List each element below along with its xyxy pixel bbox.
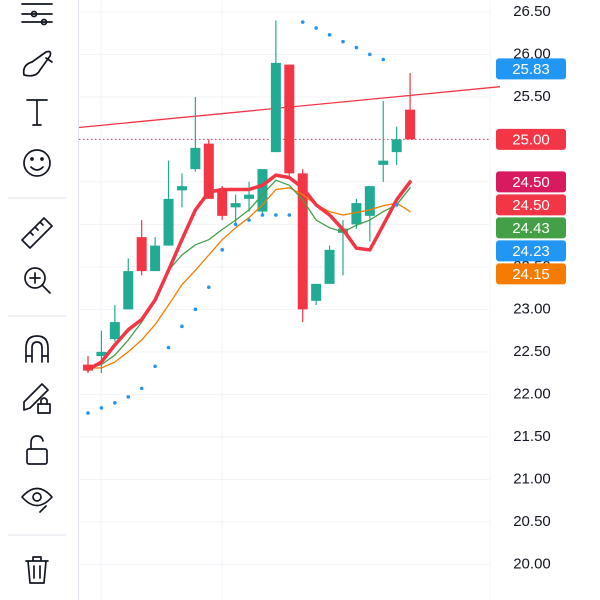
tool-lines[interactable]	[21, 3, 53, 26]
psar-dot	[153, 364, 157, 369]
price-badge-label: 24.50	[512, 174, 550, 191]
y-tick-label: 26.00	[513, 45, 551, 62]
psar-dot	[220, 248, 224, 252]
toolbar	[8, 3, 66, 584]
y-tick-label: 23.00	[513, 300, 551, 317]
tool-zoom[interactable]	[24, 267, 51, 294]
candle-body	[109, 322, 120, 340]
psar-dot	[314, 26, 318, 30]
candle-body	[176, 186, 187, 191]
candle-body	[163, 198, 174, 246]
candle-body	[136, 237, 147, 272]
psar-dot	[381, 57, 386, 62]
candle-body	[270, 62, 281, 153]
candle-body	[203, 143, 214, 199]
psar-dot	[287, 213, 292, 217]
candle-body	[123, 271, 134, 310]
tool-emoji[interactable]	[23, 149, 51, 177]
price-badge	[496, 194, 566, 216]
price-badge-label: 24.43	[512, 220, 550, 237]
psar-dot	[139, 386, 144, 391]
psar-dot	[166, 345, 171, 350]
y-tick-label: 21.00	[513, 470, 551, 487]
price-badge	[496, 240, 566, 262]
candle-body	[190, 147, 201, 170]
tool-delete[interactable]	[25, 556, 49, 584]
tool-lock-drawing[interactable]	[23, 383, 51, 414]
tool-ruler[interactable]	[21, 217, 53, 249]
candle-body	[364, 186, 375, 216]
y-tick-label: 22.00	[513, 385, 551, 402]
candle-body	[351, 203, 362, 225]
candle-body	[324, 249, 335, 284]
psar-dot	[126, 395, 131, 399]
candle-body	[244, 194, 255, 199]
price-badge	[496, 58, 566, 80]
candle-body	[405, 109, 416, 140]
candle-body	[284, 64, 295, 174]
tool-brush[interactable]	[22, 50, 53, 77]
price-badge-label: 25.00	[512, 131, 550, 148]
psar-dot	[260, 213, 265, 217]
y-tick-label: 20.00	[513, 555, 551, 572]
indicator-line	[86, 173, 412, 372]
candle-body	[257, 169, 268, 212]
price-badge	[496, 128, 566, 150]
psar-dot	[300, 20, 305, 24]
y-tick-label: 22.50	[513, 343, 551, 360]
psar-dot	[327, 33, 332, 37]
candle-body	[378, 160, 389, 165]
psar-dot	[99, 406, 104, 410]
psar-dot	[113, 401, 117, 405]
price-badge	[496, 217, 566, 239]
psar-dot	[394, 203, 399, 207]
indicator-line	[87, 187, 411, 369]
candle-body	[217, 190, 228, 216]
psar-dot	[274, 213, 278, 217]
y-tick-label: 25.50	[513, 88, 551, 105]
psar-dot	[86, 411, 90, 415]
price-badge-label: 24.50	[512, 197, 550, 214]
plot-area	[78, 0, 501, 600]
price-badge-label: 24.15	[512, 266, 550, 283]
tool-magnet[interactable]	[25, 335, 49, 363]
candle-body	[230, 203, 241, 208]
price-badge-label: 25.83	[512, 61, 550, 78]
price-badge	[496, 263, 566, 285]
candle-body	[96, 351, 107, 357]
y-tick-label: 21.50	[513, 428, 551, 445]
price-badge-label: 24.23	[512, 243, 550, 260]
psar-dot	[247, 218, 251, 222]
psar-dot	[368, 52, 372, 57]
psar-dot	[180, 324, 184, 329]
candle-body	[150, 245, 161, 272]
psar-dot	[354, 45, 359, 50]
y-tick-label: 26.50	[513, 3, 551, 20]
candle-body	[297, 173, 308, 310]
price-axis: 26.5026.0025.5025.0024.5024.0023.5023.00…	[496, 3, 566, 572]
candle-body	[311, 283, 322, 301]
indicator-line	[87, 179, 411, 369]
tool-lock[interactable]	[26, 435, 48, 465]
psar-dot	[233, 222, 238, 227]
y-tick-label: 20.50	[513, 513, 551, 530]
psar-dot	[341, 39, 345, 44]
psar-dot	[206, 285, 211, 290]
price-badge	[496, 171, 566, 193]
candle-body	[391, 139, 402, 153]
tool-text[interactable]	[26, 99, 48, 126]
psar-dot	[193, 307, 198, 312]
tool-eye[interactable]	[21, 487, 53, 513]
